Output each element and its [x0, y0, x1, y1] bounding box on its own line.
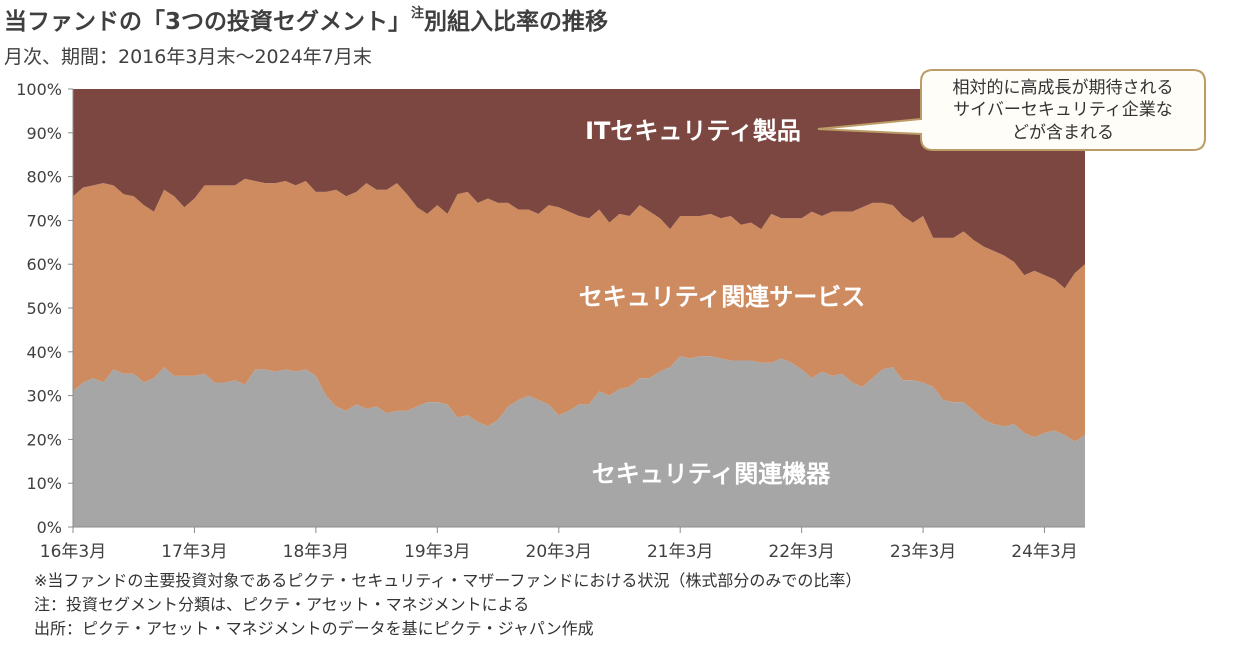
x-tick-label: 22年3月	[768, 542, 834, 562]
y-tick-label: 40%	[26, 343, 62, 362]
callout-line: サイバーセキュリティ企業な	[953, 100, 1173, 120]
y-tick-label: 80%	[26, 168, 62, 187]
chart-title-text: 当ファンドの「3つの投資セグメント」	[4, 9, 412, 35]
area-label-it-security-products: ITセキュリティ製品	[585, 117, 801, 145]
area-security-services	[73, 178, 1085, 442]
y-axis-ticks: 0% 10% 20% 30% 40% 50% 60% 70% 80% 90% 100%	[16, 80, 73, 537]
y-tick-label: 10%	[26, 474, 62, 493]
y-tick-label: 50%	[26, 299, 62, 318]
footnote: ※当ファンドの主要投資対象であるピクテ・セキュリティ・マザーファンドにおける状況…	[34, 571, 862, 590]
chart-title-note-mark: 注	[411, 6, 425, 21]
y-tick-label: 60%	[26, 255, 62, 274]
footnote: 注：投資セグメント分類は、ピクテ・アセット・マネジメントによる	[34, 595, 530, 614]
y-tick-label: 20%	[26, 430, 62, 449]
callout-line: どが含まれる	[1012, 123, 1114, 143]
chart-title: 当ファンドの「3つの投資セグメント」注別組入比率の推移	[4, 6, 609, 36]
plot-areas	[73, 89, 1085, 527]
chart-title-text-after: 別組入比率の推移	[424, 9, 609, 35]
x-tick-label: 16年3月	[40, 542, 106, 562]
x-axis-ticks: 16年3月 17年3月 18年3月 19年3月 20年3月 21年3月 22年3月 23年3月…	[40, 527, 1078, 562]
y-tick-label: 100%	[16, 80, 62, 99]
chart-subtitle: 月次、期間：2016年3月末～2024年7月末	[4, 46, 372, 68]
x-tick-label: 21年3月	[647, 542, 713, 562]
area-label-security-services: セキュリティ関連サービス	[579, 283, 866, 311]
footnotes: ※当ファンドの主要投資対象であるピクテ・セキュリティ・マザーファンドにおける状況…	[34, 569, 861, 641]
area-it-security-products	[73, 89, 1085, 289]
x-tick-label: 17年3月	[161, 542, 227, 562]
y-tick-label: 30%	[26, 387, 62, 406]
x-tick-label: 19年3月	[404, 542, 470, 562]
callout-bubble	[817, 69, 1206, 151]
area-label-security-equipment: セキュリティ関連機器	[592, 460, 832, 488]
callout-line: 相対的に高成長が期待される	[953, 78, 1174, 98]
y-tick-label: 0%	[37, 518, 62, 537]
x-tick-label: 20年3月	[526, 542, 592, 562]
x-tick-label: 24年3月	[1011, 542, 1077, 562]
annotation-callout: 相対的に高成長が期待される サイバーセキュリティ企業な どが含まれる	[817, 69, 1206, 151]
footnote: 出所：ピクテ・アセット・マネジメントのデータを基にピクテ・ジャパン作成	[34, 619, 594, 638]
y-tick-label: 70%	[26, 211, 62, 230]
x-tick-label: 23年3月	[890, 542, 956, 562]
x-tick-label: 18年3月	[283, 542, 349, 562]
y-tick-label: 90%	[26, 124, 62, 143]
area-security-equipment	[73, 356, 1085, 527]
